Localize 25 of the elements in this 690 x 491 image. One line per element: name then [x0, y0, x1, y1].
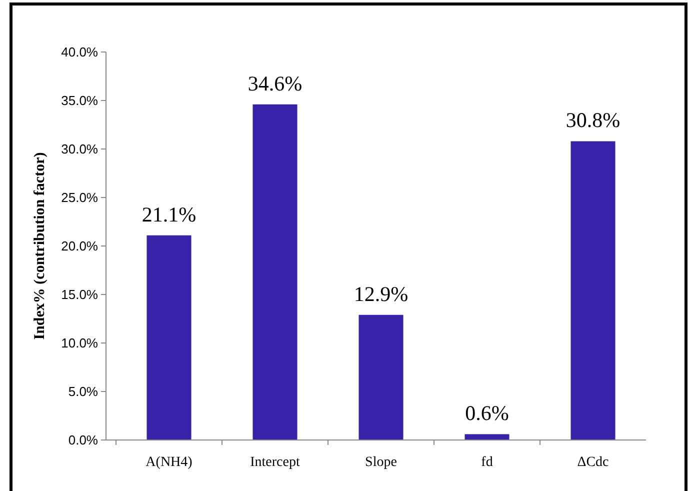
y-tick-label: 35.0% [61, 93, 98, 108]
bar [464, 434, 510, 440]
x-tick-label: ΔCdc [577, 455, 609, 470]
bar [358, 314, 404, 440]
y-tick-label: 40.0% [61, 44, 98, 60]
y-tick-label: 15.0% [61, 287, 98, 302]
data-label: 30.8% [566, 108, 620, 132]
y-tick-label: 30.0% [61, 142, 98, 157]
y-tick-label: 10.0% [61, 336, 98, 351]
x-tick-label: Slope [365, 455, 397, 470]
y-tick-label: 0.0% [68, 432, 98, 448]
y-axis-title: Index% (contribution factor) [32, 152, 48, 340]
data-label: 12.9% [354, 282, 408, 306]
x-tick-label: Intercept [250, 455, 300, 470]
y-tick-label: 5.0% [68, 384, 98, 400]
bar [252, 104, 298, 440]
x-tick-label: fd [481, 455, 493, 470]
y-tick-label: 25.0% [61, 190, 98, 206]
data-label: 21.1% [142, 202, 196, 226]
data-label: 0.6% [465, 401, 509, 426]
bar [146, 235, 192, 440]
data-label: 34.6% [248, 71, 302, 96]
x-tick-label: A(NH4) [146, 455, 193, 470]
bar [570, 141, 616, 440]
y-tick-label: 20.0% [61, 238, 98, 254]
